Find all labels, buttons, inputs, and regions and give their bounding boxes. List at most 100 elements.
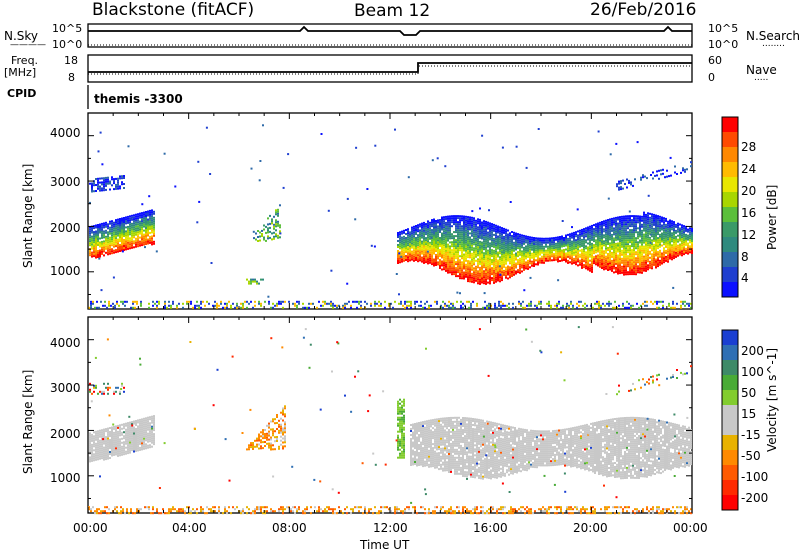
power-echo-3000km (99, 177, 101, 180)
velocity-echo-early (123, 453, 125, 456)
power-echo-late (425, 255, 427, 258)
power-scatter (97, 150, 100, 153)
velocity-echo-early (145, 445, 147, 448)
power-near-range (334, 304, 336, 307)
power-echo-late (521, 252, 523, 255)
power-echo-late (431, 221, 433, 224)
power-echo-late (551, 249, 553, 252)
power-echo-late (617, 226, 619, 229)
power-echo-late (519, 237, 521, 240)
power-echo-late (491, 243, 493, 246)
power-echo-early (137, 217, 139, 220)
power-echo-late (617, 216, 619, 219)
power-echo-late (639, 271, 641, 274)
power-echo-late (683, 241, 685, 244)
velocity-echo-0800 (262, 429, 264, 432)
power-echo-3000km (99, 189, 101, 192)
velocity-echo-0800 (274, 436, 276, 439)
power-echo-late (647, 230, 649, 233)
power-echo-early (135, 239, 137, 242)
power-echo-late (631, 221, 633, 224)
power-echo-late (517, 237, 519, 240)
power-echo-late (677, 246, 679, 249)
power-echo-early (129, 241, 131, 244)
power-echo-late (609, 246, 611, 249)
power-echo-late (497, 237, 499, 240)
power-echo-late (413, 229, 415, 232)
power-near-range (288, 300, 290, 303)
velocity-echo-0800 (272, 418, 274, 421)
power-echo-late (481, 279, 483, 282)
power-near-range (374, 304, 376, 307)
power-echo-late (475, 267, 477, 270)
velocity-echo-early (99, 449, 101, 452)
power-near-range (512, 302, 514, 305)
velocity-echo-early (89, 438, 91, 441)
power-echo-late (591, 254, 593, 257)
power-echo-late (495, 242, 497, 245)
power-echo-late (495, 230, 497, 233)
power-echo-early (141, 244, 143, 247)
velocity-echo-0800 (280, 411, 282, 414)
power-echo-late (611, 267, 613, 270)
power-echo-late (621, 265, 623, 268)
power-echo-late (527, 243, 529, 246)
power-echo-early (145, 217, 147, 219)
power-echo-late (661, 262, 663, 265)
power-echo-late (447, 235, 449, 238)
power-echo-early (131, 232, 133, 235)
power-echo-late (653, 247, 655, 250)
velocity-echo-early (97, 432, 99, 435)
power-echo-late (667, 250, 669, 253)
power-echo-late (613, 271, 615, 274)
power-echo-late (585, 263, 587, 266)
power-echo-late (591, 246, 593, 249)
power-near-range (558, 300, 560, 303)
power-echo-late (489, 276, 491, 279)
power-echo-late (659, 227, 661, 230)
power-echo-late (475, 221, 477, 224)
power-echo-late (447, 259, 449, 262)
power-near-range (358, 302, 360, 305)
power-echo-late (543, 247, 545, 250)
power-echo-late (573, 249, 575, 252)
power-echo-late (583, 242, 585, 245)
power-echo-late (651, 231, 653, 234)
power-echo-late (463, 229, 465, 232)
power-echo-late (605, 255, 607, 258)
power-near-range (152, 300, 154, 303)
power-echo-late (511, 251, 513, 253)
velocity-echo-0800 (258, 439, 260, 442)
power-echo-late (617, 246, 619, 249)
power-echo-late (485, 224, 487, 227)
power-echo-late (501, 261, 503, 264)
power-echo-late (647, 250, 649, 253)
power-echo-late (605, 239, 607, 242)
power-echo-late (485, 222, 487, 225)
power-echo-late (495, 236, 497, 239)
power-echo-late (477, 226, 479, 229)
power-near-range (506, 304, 508, 307)
power-echo-late (659, 221, 661, 224)
velocity-echo-early (143, 439, 145, 442)
power-echo-late (661, 218, 663, 221)
power-echo-late (627, 243, 629, 246)
power-echo-late (651, 249, 653, 252)
power-echo-late (409, 231, 411, 234)
power-data-layer (88, 124, 693, 309)
velocity-echo-early (133, 444, 135, 447)
power-near-range (364, 300, 366, 303)
power-echo-early (129, 227, 131, 230)
power-echo-early (151, 239, 153, 242)
power-echo-late (649, 216, 651, 219)
power-echo-late (415, 241, 417, 243)
power-echo-late (515, 264, 517, 267)
velocity-echo-early (115, 431, 117, 434)
power-echo-late (651, 257, 653, 260)
power-echo-late (603, 230, 605, 233)
power-echo-late (441, 254, 443, 257)
velocity-echo-early (145, 437, 147, 440)
power-echo-late (643, 221, 645, 224)
power-echo-late (597, 258, 599, 261)
power-echo-early (115, 245, 117, 248)
